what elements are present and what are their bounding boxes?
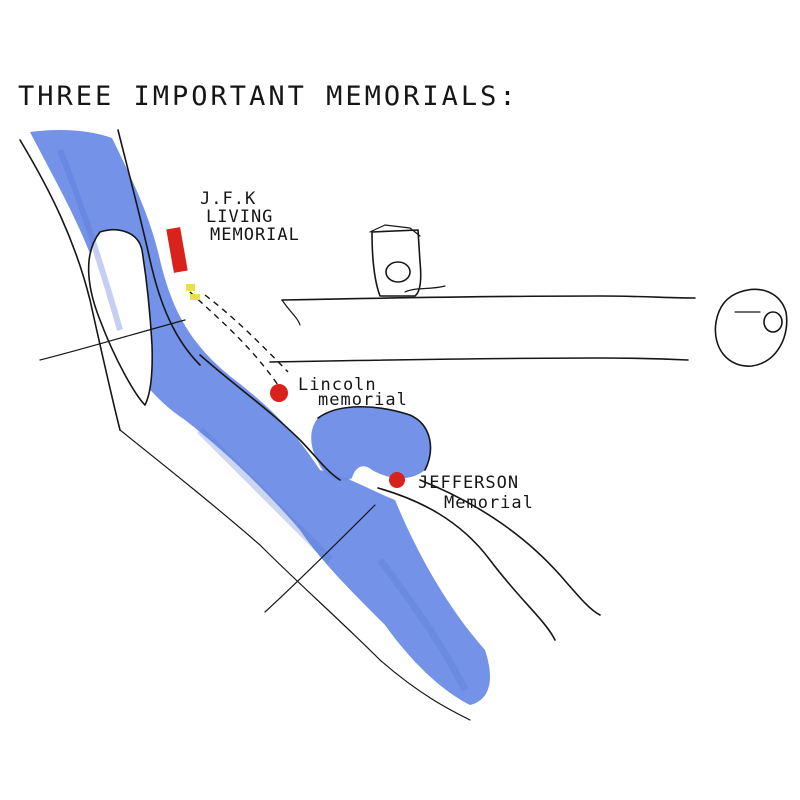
jfk-lincoln-dashed-path: [189, 291, 279, 386]
tidal-basin-outline: [317, 405, 432, 471]
water-streak: [377, 557, 469, 692]
jefferson-label-line: JEFFERSON: [418, 473, 519, 493]
bridge-line-south: [264, 504, 376, 613]
jfk-label-line: J.F.K: [200, 189, 256, 209]
jefferson-marker: [389, 472, 405, 488]
jfk-label-line: MEMORIAL: [210, 225, 300, 245]
shoreline-east: [117, 129, 201, 366]
mall-south-edge: [269, 357, 689, 363]
jefferson-label-line: Memorial: [444, 493, 534, 513]
tidal-basin: [311, 406, 431, 481]
landmark-jefferson: JEFFERSON Memorial: [389, 472, 534, 513]
lincoln-label: Lincoln memorial: [298, 375, 408, 410]
jfk-label-line: LIVING: [206, 207, 273, 227]
shoreline-lower-west: [119, 429, 471, 721]
mall-north-edge: [281, 295, 696, 301]
white-house-oval: [385, 261, 411, 283]
jfk-yellow-marker: [190, 294, 200, 300]
shoreline-lower-east: [199, 354, 341, 481]
shoreline-ink: [19, 129, 601, 721]
jfk-label: J.F.K LIVING MEMORIAL: [200, 189, 300, 245]
map-title: THREE IMPORTANT MEMORIALS:: [18, 81, 519, 112]
shoreline-west: [19, 139, 121, 431]
jefferson-label: JEFFERSON Memorial: [418, 473, 534, 513]
lincoln-label-line: memorial: [318, 390, 408, 410]
capitol-outline: [714, 288, 788, 367]
water-streak: [57, 148, 123, 331]
white-house-sketch: [369, 224, 446, 297]
jfk-marker: [166, 227, 188, 273]
white-house-roof: [369, 224, 421, 237]
jfk-yellow-marker: [186, 284, 195, 291]
capitol-dome: [763, 311, 783, 333]
east-shore-lower: [377, 487, 556, 641]
white-house-south-lawn: [404, 285, 446, 293]
lincoln-label-line: Lincoln: [298, 375, 377, 395]
capitol-sketch: [714, 288, 788, 367]
river-island: [88, 229, 153, 405]
bridge-line-north: [39, 319, 186, 361]
water-streak: [197, 427, 333, 563]
island-outline: [87, 228, 153, 406]
jfk-lincoln-dashed-path-2: [204, 294, 289, 373]
white-house-outline: [371, 229, 422, 297]
landmark-jfk: J.F.K LIVING MEMORIAL: [166, 189, 300, 300]
national-mall: [269, 295, 696, 363]
mall-west-curve: [281, 299, 301, 326]
lincoln-marker: [270, 384, 288, 402]
landmark-lincoln: Lincoln memorial: [270, 375, 408, 410]
east-shore-outer: [419, 479, 601, 616]
